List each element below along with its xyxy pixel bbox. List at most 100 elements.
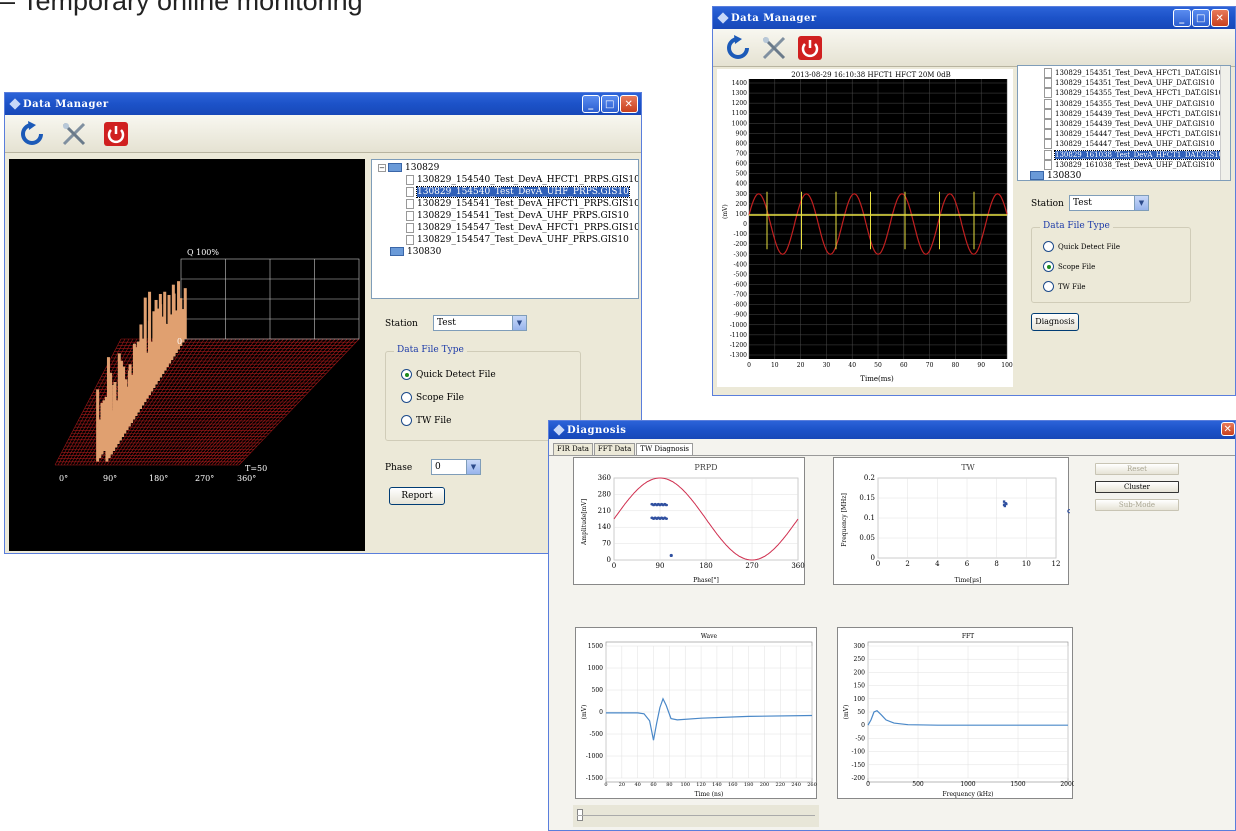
tree-scrollbar[interactable]	[1220, 66, 1230, 180]
tree-root-node-2[interactable]: 130830	[390, 246, 441, 258]
refresh-icon[interactable]	[17, 119, 47, 149]
file-tree[interactable]: −130829 130829_154540_Test_DevA_HFCT1_PR…	[371, 159, 639, 299]
radio-button-icon[interactable]	[401, 369, 412, 380]
y-tick-label: -1500	[586, 775, 603, 782]
tree-file-item[interactable]: 130829_154439_Test_DevA_UHF_DAT.GIS10	[1044, 119, 1214, 129]
collapse-icon[interactable]: −	[378, 163, 386, 172]
tree-file-item[interactable]: 130829_154355_Test_DevA_HFCT1_DAT.GIS10	[1044, 88, 1223, 99]
y-tick-label: -200	[852, 775, 866, 782]
radio-button-icon[interactable]	[401, 415, 412, 426]
minimize-button[interactable]: _	[582, 95, 600, 113]
radio-file-type[interactable]: TW File	[1043, 281, 1086, 292]
tree-file-item[interactable]: 130829_161038_Test_DevA_HFCT1_DAT.GIS10	[1044, 149, 1225, 160]
tree-file-item[interactable]: 130829_154547_Test_DevA_UHF_PRPS.GIS10	[406, 234, 629, 246]
report-button[interactable]: Report	[389, 487, 445, 505]
wave-title: Wave	[701, 633, 718, 640]
y-tick-label: -500	[734, 271, 748, 278]
chevron-down-icon[interactable]: ▼	[1134, 196, 1148, 210]
y-tick-label: -1100	[730, 332, 747, 339]
radio-button-icon[interactable]	[1043, 281, 1054, 292]
time-slider[interactable]	[573, 805, 819, 827]
tree-file-item[interactable]: 130829_154355_Test_DevA_UHF_DAT.GIS10	[1044, 98, 1214, 109]
reset-button[interactable]: Reset	[1095, 463, 1179, 475]
diagnosis-button[interactable]: Diagnosis	[1031, 313, 1079, 331]
radio-file-type[interactable]: Scope File	[1043, 261, 1095, 272]
file-icon	[1044, 129, 1052, 140]
minimize-button[interactable]: _	[1173, 9, 1191, 27]
refresh-icon[interactable]	[723, 33, 753, 63]
title-bar[interactable]: Data Manager _ □ ✕	[5, 93, 641, 115]
sub-mode-button[interactable]: Sub-Mode	[1095, 499, 1179, 511]
radio-button-icon[interactable]	[1043, 241, 1054, 252]
prpd-xlabel: Phase[°]	[693, 577, 719, 584]
toolbar	[713, 29, 1235, 67]
x-tick-label: 50	[874, 362, 882, 369]
radio-button-icon[interactable]	[1043, 261, 1054, 272]
radio-file-type[interactable]: Quick Detect File	[1043, 241, 1120, 252]
y-tick-label: 1000	[732, 120, 747, 127]
y-tick-label: 0	[743, 221, 747, 228]
tab-tw-diagnosis[interactable]: TW Diagnosis	[636, 443, 694, 455]
y-tick-label: -900	[734, 312, 748, 319]
zero-label: 0	[177, 337, 182, 346]
power-icon[interactable]	[795, 33, 825, 63]
close-button[interactable]: ✕	[620, 95, 638, 113]
y-tick-label: 140	[598, 523, 611, 531]
settings-tools-icon[interactable]	[59, 119, 89, 149]
x-tick-label: 10	[771, 362, 779, 369]
slide-title-text: Temporary online monitoring	[22, 0, 363, 16]
x-tick-label: 60	[900, 362, 908, 369]
phase-select[interactable]: 0 ▼	[431, 459, 481, 475]
station-select-value: Test	[1073, 198, 1092, 208]
tree-file-item[interactable]: 130829_154540_Test_DevA_UHF_PRPS.GIS10	[406, 186, 630, 198]
title-bar[interactable]: Diagnosis ✕	[549, 421, 1235, 439]
y-tick-label: 70	[602, 540, 611, 548]
tree-root-node-2[interactable]: 130830	[1030, 170, 1081, 180]
tree-file-item[interactable]: 130829_154547_Test_DevA_HFCT1_PRPS.GIS10	[406, 222, 638, 234]
file-tree[interactable]: 130829_154351_Test_DevA_HFCT1_DAT.GIS10 1…	[1017, 65, 1231, 181]
tree-file-item[interactable]: 130829_154541_Test_DevA_UHF_PRPS.GIS10	[406, 210, 629, 222]
tree-file-item[interactable]: 130829_154351_Test_DevA_UHF_DAT.GIS10	[1044, 78, 1214, 89]
maximize-button[interactable]: □	[601, 95, 619, 113]
tree-root-node[interactable]: −130829	[378, 163, 440, 173]
x-tick-label: 0	[876, 560, 880, 568]
radio-file-type[interactable]: Scope File	[401, 392, 464, 403]
power-icon[interactable]	[101, 119, 131, 149]
scope-xlabel: Time(ms)	[860, 375, 894, 383]
radio-file-type[interactable]: TW File	[401, 415, 451, 426]
y-tick-label: 250	[854, 656, 866, 663]
data-file-type-group: Data File Type	[385, 345, 581, 441]
radio-file-type[interactable]: Quick Detect File	[401, 369, 496, 380]
station-select[interactable]: Test ▼	[1069, 195, 1149, 211]
radio-button-icon[interactable]	[401, 392, 412, 403]
x-tick-label: 90°	[103, 474, 117, 483]
tab-fft-data[interactable]: FFT Data	[593, 443, 636, 455]
station-select[interactable]: Test ▼	[433, 315, 527, 331]
tree-file-item[interactable]: 130829_154541_Test_DevA_HFCT1_PRPS.GIS10	[406, 198, 638, 210]
chevron-down-icon[interactable]: ▼	[466, 460, 480, 474]
y-tick-label: 0.1	[864, 514, 875, 522]
y-tick-label: -1200	[730, 342, 747, 349]
maximize-button[interactable]: □	[1192, 9, 1210, 27]
toolbar	[5, 115, 641, 153]
x-tick-label: 70	[926, 362, 934, 369]
tree-file-item[interactable]: 130829_154540_Test_DevA_HFCT1_PRPS.GIS10	[406, 174, 638, 186]
close-button[interactable]: ✕	[1221, 422, 1235, 436]
tree-file-item[interactable]: 130829_154447_Test_DevA_UHF_DAT.GIS10	[1044, 139, 1214, 150]
title-bar[interactable]: Data Manager _ □ ✕	[713, 7, 1235, 29]
tree-file-item[interactable]: 130829_154351_Test_DevA_HFCT1_DAT.GIS10	[1044, 68, 1223, 78]
y-tick-label: -400	[734, 261, 748, 268]
tree-file-item[interactable]: 130829_154447_Test_DevA_HFCT1_DAT.GIS10	[1044, 129, 1223, 140]
file-icon	[1044, 149, 1052, 160]
tab-fir-data[interactable]: FIR Data	[553, 443, 593, 455]
cluster-button[interactable]: Cluster	[1095, 481, 1179, 493]
x-tick-label: 180	[744, 782, 754, 788]
tree-file-item[interactable]: 130829_161038_Test_DevA_UHF_DAT.GIS10	[1044, 159, 1214, 170]
chevron-down-icon[interactable]: ▼	[512, 316, 526, 330]
tw-panel: 0.2 0.15 0.1 0.05 0 0 2 4 6 8 10 12 TW Time[μs] Fr…	[833, 457, 1070, 585]
settings-tools-icon[interactable]	[759, 33, 789, 63]
wave-trace	[606, 697, 813, 741]
tree-file-item[interactable]: 130829_154439_Test_DevA_HFCT1_DAT.GIS10	[1044, 108, 1223, 119]
close-button[interactable]: ✕	[1211, 9, 1229, 27]
